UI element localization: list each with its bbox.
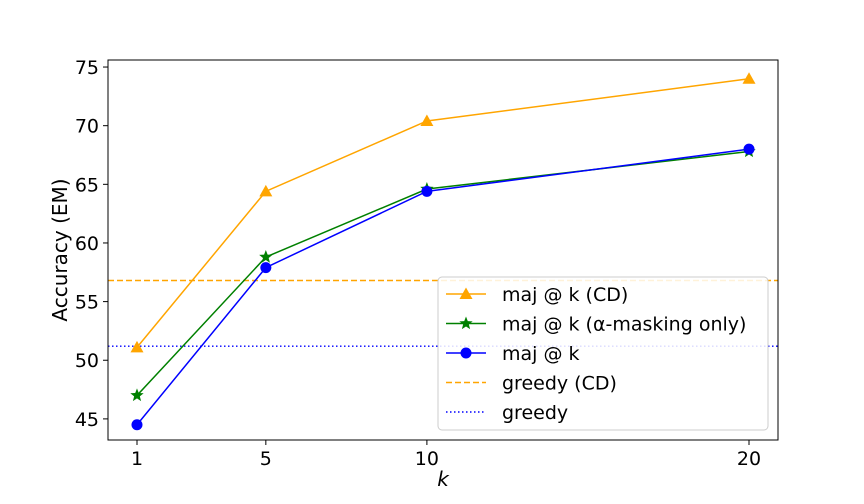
legend-label: greedy	[502, 402, 568, 424]
data-point	[421, 185, 433, 197]
series-markers	[130, 72, 756, 431]
legend-label: maj @ k (α-masking only)	[502, 314, 746, 336]
y-tick-label: 75	[75, 57, 99, 79]
data-point	[743, 143, 755, 155]
y-tick-label: 65	[75, 174, 99, 196]
data-point	[259, 184, 273, 197]
y-tick-label: 60	[75, 233, 99, 255]
y-tick-label: 45	[75, 409, 99, 431]
x-tick-label: 5	[260, 448, 272, 470]
data-point	[130, 388, 144, 402]
series-lines	[136, 78, 750, 426]
legend-box	[437, 276, 769, 431]
y-tick-label: 70	[75, 116, 99, 138]
y-tick-label: 55	[75, 292, 99, 314]
y-axis-label: Accuracy (EM)	[48, 178, 72, 321]
data-point	[259, 250, 273, 263]
data-point	[742, 72, 756, 84]
legend-item: maj @ k (CD)	[446, 284, 628, 306]
x-axis-label: k	[437, 467, 450, 491]
legend-item: greedy (CD)	[446, 373, 617, 395]
legend-marker	[459, 287, 473, 299]
legend-marker	[460, 347, 472, 359]
plot-frame	[107, 59, 779, 441]
series-line	[136, 78, 750, 348]
data-point	[420, 114, 434, 126]
x-tick-label: 1	[131, 448, 143, 470]
x-axis-ticks: 1 5 10 20	[131, 440, 761, 470]
y-axis-ticks: 45 50 55 60 65 70 75	[75, 57, 108, 431]
legend-item: greedy	[446, 402, 568, 424]
data-point	[130, 340, 144, 353]
legend-marker	[459, 316, 473, 330]
x-tick-label: 10	[415, 448, 439, 470]
series-line	[136, 148, 750, 426]
legend-label: greedy (CD)	[502, 373, 617, 395]
legend-label: maj @ k	[502, 343, 580, 365]
legend-item: maj @ k	[446, 343, 580, 365]
data-point	[131, 419, 143, 431]
data-point	[260, 262, 272, 274]
y-tick-label: 50	[75, 350, 99, 372]
legend-label: maj @ k (CD)	[502, 284, 628, 306]
x-tick-label: 20	[737, 448, 761, 470]
legend-item: maj @ k (α-masking only)	[446, 314, 746, 336]
legend: maj @ k (CD) maj @ k (α-masking only) maj …	[437, 276, 769, 431]
